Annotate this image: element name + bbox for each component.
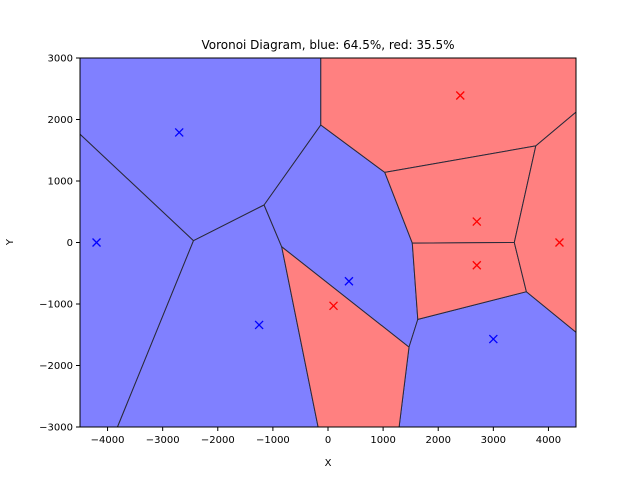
cells-layer [79,57,577,428]
y-tick-label: 3000 [48,54,73,65]
y-tick-label: −1000 [39,300,73,311]
y-axis-label: Y [5,238,16,246]
x-tick-label: 3000 [481,435,506,446]
x-axis-ticks: −4000 −3000 −2000 −1000 0 1000 2000 3000 4000 [91,427,561,446]
x-tick-label: −4000 [91,435,125,446]
y-tick-label: 1000 [48,177,73,188]
y-axis-ticks: −3000 −2000 −1000 0 1000 2000 3000 [39,54,80,434]
site-marker-red-9 [329,301,338,311]
x-tick-label: −3000 [146,435,180,446]
y-tick-label: −2000 [39,361,73,372]
voronoi-cell-red-8 [513,111,577,333]
site-marker-blue-2 [254,320,264,330]
y-tick-label: 2000 [48,115,73,126]
x-tick-label: 4000 [536,435,561,446]
x-tick-label: 0 [325,435,331,446]
chart-title: Voronoi Diagram, blue: 64.5%, red: 35.5% [201,38,454,52]
x-tick-label: −2000 [201,435,235,446]
x-axis-label: X [325,458,332,469]
y-tick-label: 0 [67,238,73,249]
site-marker-blue-1 [174,127,184,137]
site-marker-red-8 [555,238,564,247]
x-tick-label: 2000 [425,435,450,446]
x-tick-label: 1000 [370,435,395,446]
y-tick-label: −3000 [39,423,73,434]
plot-area [79,57,577,428]
site-marker-blue-3 [344,276,354,286]
site-marker-blue-0 [92,238,101,247]
site-marker-red-5 [455,91,465,100]
site-marker-red-7 [472,260,482,270]
sites-layer [92,91,564,344]
x-tick-label: −1000 [256,435,290,446]
site-marker-blue-4 [488,334,498,344]
site-marker-red-6 [472,217,482,227]
